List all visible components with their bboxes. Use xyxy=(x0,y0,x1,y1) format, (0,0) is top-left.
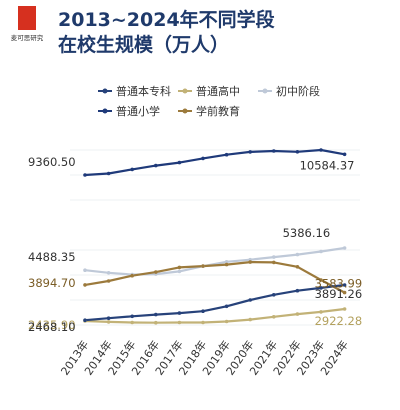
data-point xyxy=(130,273,134,278)
data-point xyxy=(224,319,229,324)
data-label: 2468.10 xyxy=(28,320,76,334)
data-point xyxy=(106,279,111,283)
data-label: 2922.28 xyxy=(315,314,363,328)
data-point xyxy=(342,290,347,295)
data-point xyxy=(319,278,323,282)
data-label: 3891.26 xyxy=(315,287,363,301)
legend-item: 普通小学 xyxy=(98,104,160,118)
data-point xyxy=(248,260,252,264)
data-point xyxy=(272,149,276,153)
data-point xyxy=(106,171,111,176)
chart-data-labels: 4488.35 5386.16 2435.90 2922.28 3894.70 3583.… xyxy=(28,155,362,334)
data-point xyxy=(272,315,276,319)
data-point xyxy=(83,283,87,287)
data-point xyxy=(319,148,323,152)
legend-marker xyxy=(182,108,188,114)
title-line-1: 2013~2024年不同学段 xyxy=(58,9,275,31)
legend-label: 普通本专科 xyxy=(116,84,171,98)
legend-marker xyxy=(102,108,108,114)
data-point xyxy=(295,252,300,257)
data-label: 10584.37 xyxy=(300,158,355,172)
data-point xyxy=(154,163,158,168)
data-point xyxy=(248,298,252,302)
data-point xyxy=(248,150,252,154)
legend-item: 初中阶段 xyxy=(258,84,320,98)
data-point xyxy=(130,314,134,319)
data-point xyxy=(319,286,323,290)
data-point xyxy=(154,270,158,274)
brand-name: 麦可思研究 xyxy=(10,34,44,42)
data-point xyxy=(201,264,205,268)
legend-marker xyxy=(102,88,108,94)
data-label: 5386.16 xyxy=(283,226,331,240)
data-point xyxy=(130,320,134,325)
data-point xyxy=(201,309,205,314)
series-line xyxy=(84,148,345,177)
series-line xyxy=(84,283,345,322)
brand-logo: 麦可思研究 xyxy=(8,6,46,46)
data-point xyxy=(130,167,134,172)
data-point xyxy=(295,150,300,154)
data-point xyxy=(83,173,87,177)
legend-marker xyxy=(262,88,268,94)
data-point xyxy=(272,255,276,259)
data-point xyxy=(224,304,229,309)
data-point xyxy=(224,262,229,267)
series-line xyxy=(84,261,346,294)
data-point xyxy=(177,160,182,165)
data-point xyxy=(201,156,205,161)
data-point xyxy=(83,268,87,273)
data-point xyxy=(224,260,229,264)
chart-points xyxy=(83,148,347,325)
data-point xyxy=(295,288,300,293)
data-point xyxy=(272,293,276,297)
data-point xyxy=(83,318,87,323)
data-point xyxy=(224,152,229,157)
data-point xyxy=(342,283,347,287)
data-point xyxy=(342,152,347,157)
legend-label: 普通小学 xyxy=(116,104,160,118)
legend-label: 普通高中 xyxy=(196,84,240,98)
data-point xyxy=(272,260,276,265)
data-label: 4488.35 xyxy=(28,250,76,264)
series-line xyxy=(84,307,345,324)
legend-marker xyxy=(182,88,188,94)
data-label: 9360.50 xyxy=(28,155,76,169)
brand-logo-mark xyxy=(18,6,36,30)
chart-series-lines xyxy=(84,148,346,324)
legend-label: 初中阶段 xyxy=(276,84,320,98)
data-point xyxy=(342,307,347,311)
series-line xyxy=(84,246,345,276)
data-point xyxy=(177,320,182,325)
data-point xyxy=(295,265,300,269)
data-point xyxy=(106,316,111,321)
data-point xyxy=(248,317,252,322)
data-point xyxy=(319,249,323,254)
chart-x-ticks: 2013年2014年2015年2016年2017年2018年2019年2020年… xyxy=(58,338,351,378)
data-point xyxy=(342,246,347,250)
page-title: 2013~2024年不同学段 在校生规模（万人） xyxy=(58,8,275,58)
data-point xyxy=(106,320,111,324)
data-point xyxy=(177,311,182,315)
data-point xyxy=(319,310,323,314)
legend-label: 学前教育 xyxy=(196,104,240,118)
data-point xyxy=(154,312,158,317)
data-point xyxy=(295,312,300,316)
title-line-2: 在校生规模（万人） xyxy=(58,34,230,56)
legend-item: 普通本专科 xyxy=(98,84,171,98)
data-point xyxy=(154,320,158,325)
data-point xyxy=(177,265,182,270)
data-point xyxy=(106,271,111,275)
data-label: 3894.70 xyxy=(28,276,76,290)
data-point xyxy=(201,320,205,325)
legend-item: 普通高中 xyxy=(178,84,240,98)
legend-item: 学前教育 xyxy=(178,104,240,118)
data-label: 3583.99 xyxy=(315,277,363,291)
data-label: 2435.90 xyxy=(28,318,76,332)
data-point xyxy=(177,269,182,274)
